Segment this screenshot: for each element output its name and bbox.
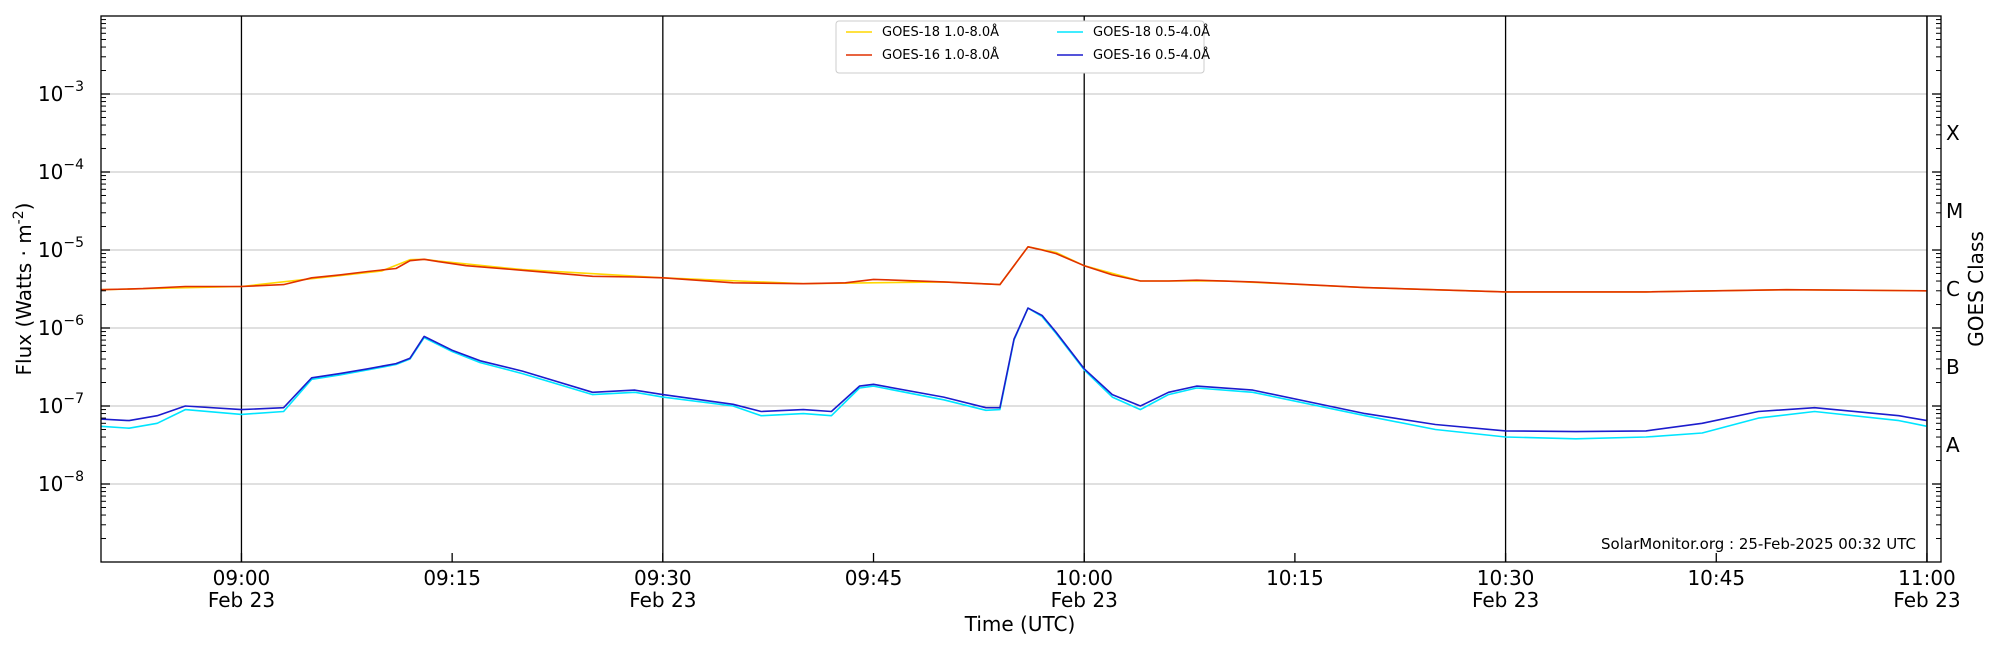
legend-frame: [835, 20, 1205, 74]
series-line-1: [100, 246, 1928, 293]
y-tick-exponent: −7: [63, 391, 84, 407]
y-tick-exponent: −3: [63, 79, 84, 95]
legend-label: GOES-16 0.5-4.0Å: [1093, 47, 1210, 63]
right-axis-title: GOES Class: [1964, 231, 1988, 347]
y-tick-label: 10−6: [38, 313, 84, 340]
x-tick-time-label: 10:15: [1266, 566, 1324, 590]
y-tick-base: 10: [38, 316, 63, 340]
goes-class-label: A: [1946, 433, 1960, 457]
grid-layer: [101, 93, 1927, 485]
x-tick-time-label: 10:00: [1055, 566, 1113, 590]
tick-layer: [101, 19, 1941, 562]
y-tick-label: 10−7: [38, 391, 84, 418]
goes-class-label: C: [1946, 277, 1960, 301]
y-tick-label: 10−8: [38, 469, 84, 496]
y-tick-base: 10: [38, 82, 63, 106]
y-tick-base: 10: [38, 238, 63, 262]
y-tick-exponent: −5: [63, 235, 84, 251]
y-tick-base: 10: [38, 394, 63, 418]
x-tick-time-label: 11:00: [1898, 566, 1956, 590]
legend: GOES-18 1.0-8.0Å GOES-16 1.0-8.0Å GOES-18 …: [835, 20, 1210, 74]
x-tick-time-label: 10:30: [1477, 566, 1535, 590]
legend-label: GOES-18 1.0-8.0Å: [882, 24, 999, 40]
x-tick-time-label: 09:45: [845, 566, 903, 590]
x-tick-time-label: 10:45: [1687, 566, 1745, 590]
y-tick-exponent: −4: [63, 157, 84, 173]
major-time-lines: [240, 16, 1928, 562]
y-tick-exponent: −8: [63, 469, 84, 485]
x-tick-date-label: Feb 23: [208, 588, 275, 612]
x-axis-title: Time (UTC): [964, 612, 1076, 636]
series-line-3: [100, 307, 1928, 440]
goes-class-label: X: [1946, 121, 1960, 145]
y-axis-title: Flux (Watts · m-2): [11, 203, 36, 376]
series-line-2: [100, 246, 1928, 293]
x-tick-date-label: Feb 23: [1051, 588, 1118, 612]
legend-label: GOES-18 0.5-4.0Å: [1093, 24, 1210, 40]
y-axis-title-exp: -2: [11, 210, 27, 224]
y-tick-label: 10−5: [38, 235, 84, 262]
x-tick-time-label: 09:15: [423, 566, 481, 590]
x-tick-time-label: 09:30: [634, 566, 692, 590]
y-tick-base: 10: [38, 472, 63, 496]
y-tick-base: 10: [38, 160, 63, 184]
x-tick-time-label: 09:00: [213, 566, 271, 590]
x-tick-date-label: Feb 23: [1472, 588, 1539, 612]
x-tick-date-label: Feb 23: [1893, 588, 1960, 612]
legend-label: GOES-16 1.0-8.0Å: [882, 47, 999, 63]
goes-class-label: B: [1946, 355, 1960, 379]
y-tick-exponent: −6: [63, 313, 84, 329]
y-axis-title-main: Flux (Watts · m: [12, 224, 36, 375]
credit-text: SolarMonitor.org : 25-Feb-2025 00:32 UTC: [1601, 535, 1916, 553]
series-layer: [100, 246, 1928, 440]
series-line-4: [100, 307, 1928, 433]
y-tick-label: 10−4: [38, 157, 84, 184]
x-tick-date-label: Feb 23: [629, 588, 696, 612]
y-tick-label: 10−3: [38, 79, 84, 106]
y-axis-title-close: ): [12, 203, 36, 211]
plot-frame: [100, 15, 1942, 563]
goes-class-label: M: [1946, 199, 1963, 223]
